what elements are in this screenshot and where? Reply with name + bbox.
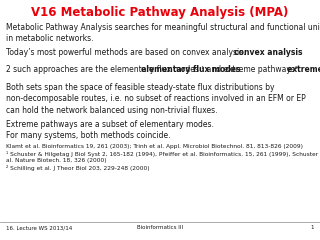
Text: Extreme pathways are a subset of elementary modes.
For many systems, both method: Extreme pathways are a subset of element…: [6, 120, 214, 140]
Text: V16 Metabolic Pathway Analysis (MPA): V16 Metabolic Pathway Analysis (MPA): [31, 6, 289, 19]
Text: elementary flux modes: elementary flux modes: [141, 65, 240, 74]
Text: Both sets span the space of feasible steady-state flux distributions by
non-deco: Both sets span the space of feasible ste…: [6, 83, 306, 115]
Text: extreme pathways: extreme pathways: [287, 65, 320, 74]
Text: 1: 1: [310, 225, 314, 230]
Text: Today’s most powerful methods are based on convex analysis.: Today’s most powerful methods are based …: [6, 48, 246, 57]
Text: Bioinformatics III: Bioinformatics III: [137, 225, 183, 230]
Text: Metabolic Pathway Analysis searches for meaningful structural and functional uni: Metabolic Pathway Analysis searches for …: [6, 23, 320, 43]
Text: 16. Lecture WS 2013/14: 16. Lecture WS 2013/14: [6, 225, 73, 230]
Text: convex analysis: convex analysis: [234, 48, 302, 57]
Text: 2 such approaches are the elementary flux modes ¹ and extreme pathways².: 2 such approaches are the elementary flu…: [6, 65, 301, 74]
Text: Klamt et al. Bioinformatics 19, 261 (2003); Trinh et al. Appl. Microbiol Biotech: Klamt et al. Bioinformatics 19, 261 (200…: [6, 144, 320, 171]
